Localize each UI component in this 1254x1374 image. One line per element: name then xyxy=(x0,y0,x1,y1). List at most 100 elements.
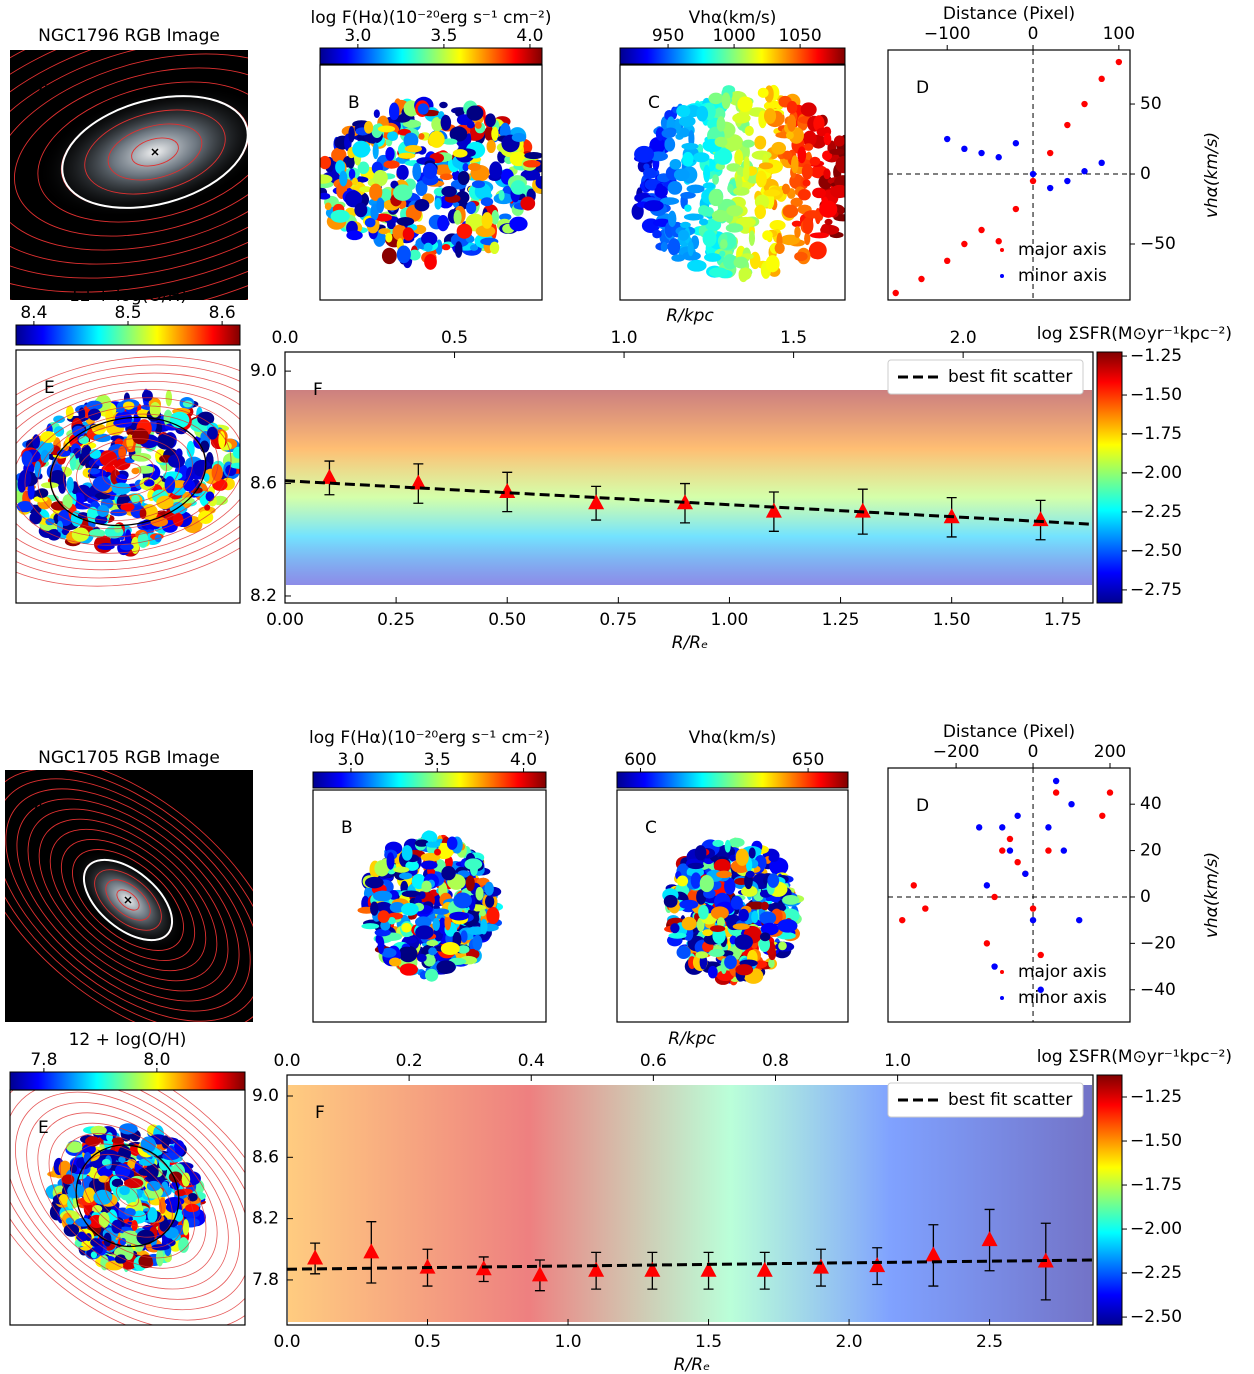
map-pixel-blob xyxy=(381,947,397,958)
panel-letter: C xyxy=(645,818,657,838)
map-pixel-blob xyxy=(381,247,397,265)
map-pixel-blob xyxy=(818,174,833,190)
map-pixel-blob xyxy=(746,901,766,910)
map-pixel-blob xyxy=(119,1185,130,1196)
map-pixel-blob xyxy=(126,434,134,450)
legend-label: best fit scatter xyxy=(948,367,1072,387)
map-pixel-blob xyxy=(204,504,211,511)
map-pixel-blob xyxy=(680,191,696,199)
map-pixel-blob xyxy=(708,92,724,105)
isophote xyxy=(104,1174,151,1217)
map-pixel-blob xyxy=(396,245,411,264)
isophote xyxy=(37,1112,218,1280)
map-pixel-blob xyxy=(725,223,744,233)
map-pixel-blob xyxy=(387,916,396,925)
colorbar-tick-label: −2.75 xyxy=(1130,580,1182,600)
effective-radius xyxy=(49,416,207,527)
x-axis-title: Distance (Pixel) xyxy=(943,722,1075,742)
map-pixel-blob xyxy=(735,197,744,205)
map-pixel-blob xyxy=(457,170,470,186)
map-pixel-blob xyxy=(475,225,496,238)
map-pixel-blob xyxy=(346,230,363,241)
isophote xyxy=(93,1164,162,1228)
center-cross xyxy=(124,896,132,904)
x2-tick-label: 1.0 xyxy=(611,328,638,348)
map-pixel-blob xyxy=(732,923,750,930)
map-pixel-blob xyxy=(741,885,758,897)
map-pixel-blob xyxy=(708,267,729,278)
x-tick-label: 0.5 xyxy=(414,1332,441,1352)
map-pixel-blob xyxy=(36,488,49,498)
map-pixel-blob xyxy=(97,542,115,551)
map-pixel-blob xyxy=(698,904,709,920)
data-point xyxy=(1037,951,1044,959)
map-pixel-blob xyxy=(696,105,709,122)
map-pixel-blob xyxy=(83,1152,92,1165)
map-pixel-blob xyxy=(433,908,450,915)
map-pixel-blob xyxy=(81,444,92,460)
axes-frame xyxy=(319,64,543,301)
x2-tick-label: 1.0 xyxy=(884,1051,911,1071)
axes-frame xyxy=(286,1074,1094,1326)
map-pixel-blob xyxy=(845,193,852,199)
data-point xyxy=(1029,905,1037,912)
map-pixel-blob xyxy=(402,119,422,128)
axes-frame xyxy=(887,49,1131,301)
map-pixel-blob xyxy=(405,860,419,871)
axes-frame xyxy=(887,767,1131,1023)
map-pixel-blob xyxy=(524,151,542,160)
map-pixel-blob xyxy=(101,1158,111,1167)
map-pixel-blob xyxy=(373,109,380,118)
map-pixel-blob xyxy=(678,115,696,127)
isophote xyxy=(10,50,248,265)
y-axis-title: vhα(km/s) xyxy=(1202,132,1222,218)
x-tick-label: 0 xyxy=(1028,24,1039,44)
map-pixel-blob xyxy=(716,870,732,879)
map-pixel-blob xyxy=(440,114,452,131)
colorbar-tick-label: −2.00 xyxy=(1130,1219,1182,1239)
panel-letter: E xyxy=(38,1118,49,1138)
colorbar xyxy=(319,47,543,65)
map-pixel-blob xyxy=(768,854,779,863)
map-pixel-blob xyxy=(370,901,379,916)
isophote xyxy=(10,1090,245,1325)
colorbar xyxy=(616,771,849,789)
map-pixel-blob xyxy=(170,411,190,429)
colorbar-tick-label: −2.50 xyxy=(1130,1307,1182,1327)
colorbar-tick-label: 950 xyxy=(652,26,684,46)
map-pixel-blob xyxy=(824,218,833,226)
map-pixel-blob xyxy=(486,139,496,154)
map-pixel-blob xyxy=(787,114,797,132)
map-pixel-blob xyxy=(383,160,400,169)
isophote xyxy=(10,50,248,293)
map-pixel-blob xyxy=(434,197,442,210)
panel-content xyxy=(617,790,848,1022)
map-pixel-blob xyxy=(812,187,826,199)
axes-frame xyxy=(312,789,547,1023)
panel-letter: A xyxy=(38,78,50,98)
map-pixel-blob xyxy=(768,958,775,968)
colorbar xyxy=(312,771,547,789)
data-point xyxy=(1045,847,1052,854)
map-pixel-blob xyxy=(669,158,682,170)
isophote xyxy=(16,372,240,571)
panel-letter: B xyxy=(348,93,360,113)
map-pixel-blob xyxy=(804,232,811,246)
panel-letter: C xyxy=(648,93,660,113)
isophote xyxy=(107,123,203,181)
map-pixel-blob xyxy=(444,914,452,931)
map-pixel-blob xyxy=(829,148,845,155)
map-pixel-blob xyxy=(143,479,155,487)
data-point xyxy=(910,882,917,889)
isophote xyxy=(10,1090,245,1321)
map-pixel-blob xyxy=(434,164,453,176)
map-pixel-blob xyxy=(387,131,398,142)
map-pixel-blob xyxy=(800,102,817,117)
map-pixel-blob xyxy=(724,877,736,895)
map-pixel-blob xyxy=(479,909,486,917)
map-pixel-blob xyxy=(797,146,807,164)
map-pixel-blob xyxy=(354,202,368,218)
map-pixel-blob xyxy=(339,170,348,187)
map-pixel-blob xyxy=(420,860,438,870)
map-pixel-blob xyxy=(481,212,493,229)
